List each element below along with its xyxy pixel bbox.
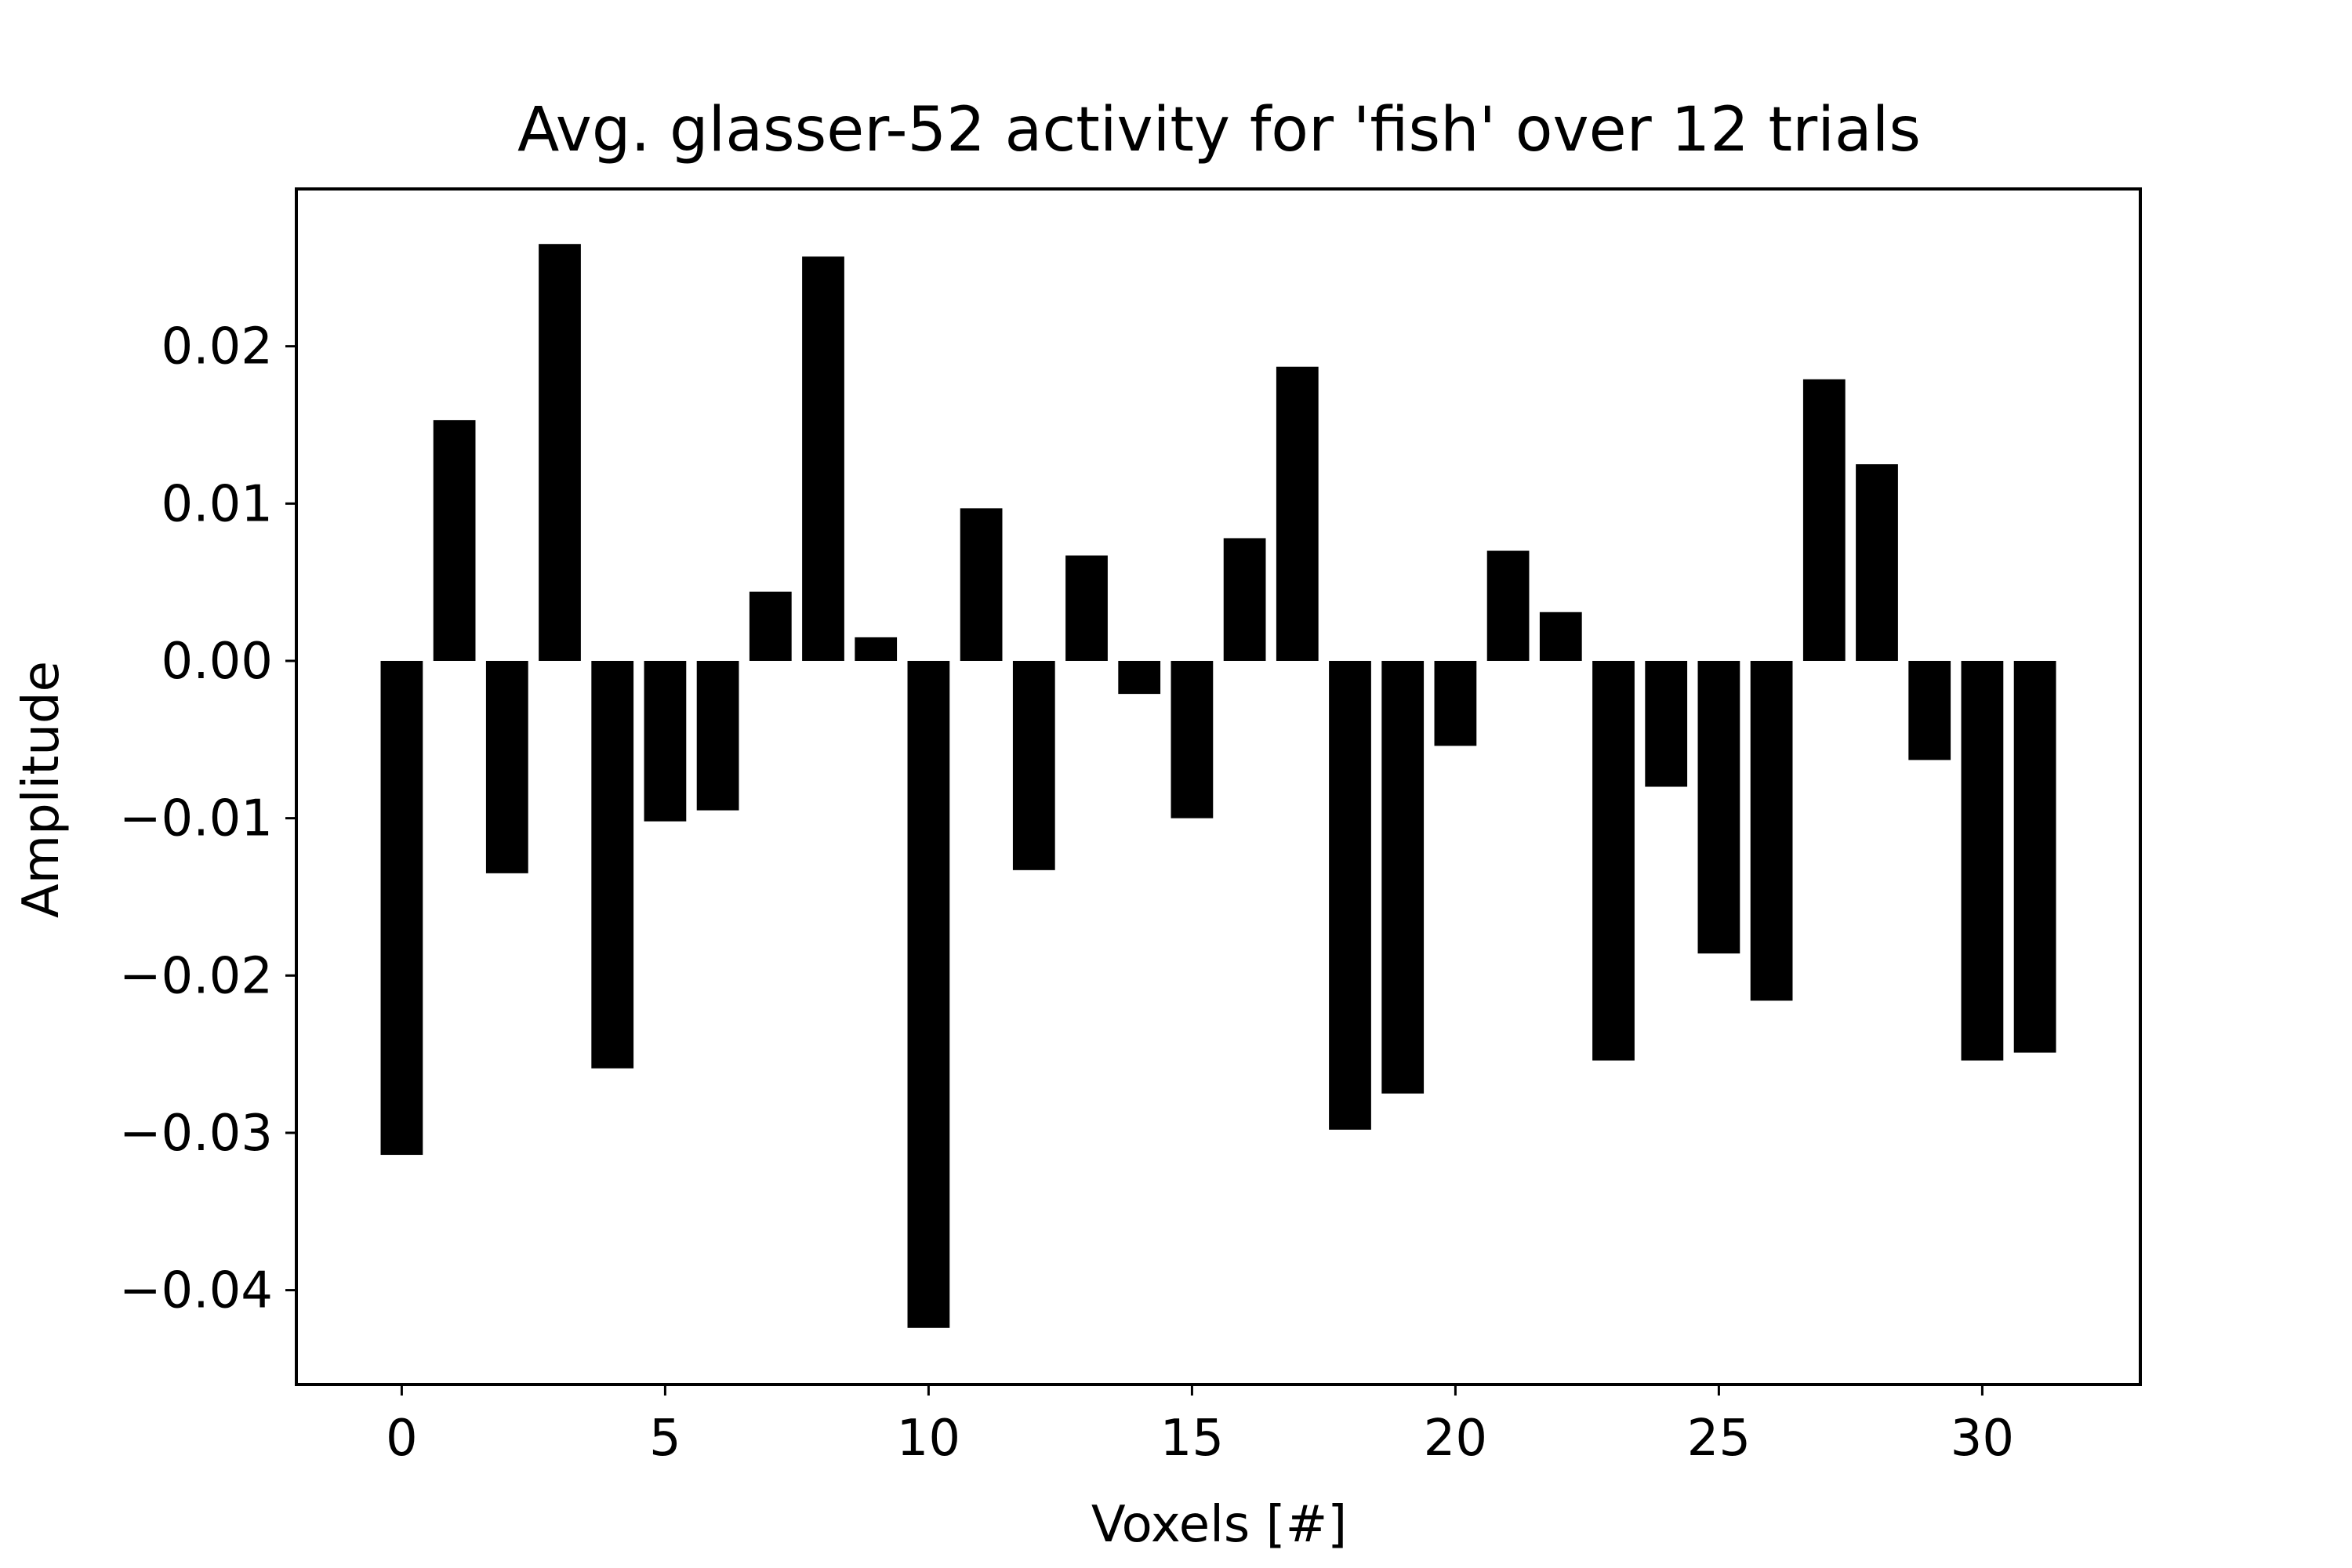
bar-voxel-27: [1802, 379, 1846, 661]
y-tick-label: 0.01: [162, 475, 274, 533]
bar-voxel-22: [1539, 612, 1582, 661]
bar-voxel-4: [591, 660, 634, 1069]
bar-voxel-5: [644, 660, 687, 822]
bar-voxel-17: [1276, 366, 1319, 661]
x-tick-label: 30: [1951, 1410, 2014, 1468]
x-tick-label: 10: [897, 1410, 960, 1468]
x-tick-label: 15: [1160, 1410, 1224, 1468]
y-axis-label: Amplitude: [13, 661, 71, 918]
y-tick-label: −0.02: [119, 947, 273, 1005]
bar-voxel-31: [2013, 660, 2056, 1053]
x-tick-label: 0: [386, 1410, 418, 1468]
bar-voxel-3: [539, 244, 581, 661]
bar-voxel-16: [1223, 538, 1266, 661]
bar-voxel-11: [960, 508, 1003, 661]
bar-voxel-15: [1171, 660, 1214, 818]
x-axis-label: Voxels [#]: [1091, 1496, 1347, 1554]
bar-voxel-14: [1118, 660, 1161, 695]
bar-voxel-23: [1592, 660, 1635, 1061]
y-tick-label: 0.02: [162, 318, 274, 376]
x-tick-label: 20: [1424, 1410, 1487, 1468]
x-tick-label: 25: [1687, 1410, 1751, 1468]
plot-frame: [295, 187, 2142, 1386]
bar-voxel-26: [1750, 660, 1793, 1001]
bar-voxel-6: [696, 660, 739, 811]
bar-voxel-0: [380, 660, 423, 1156]
bar-voxel-18: [1329, 660, 1371, 1130]
bar-voxel-9: [855, 637, 898, 661]
bar-voxel-1: [433, 419, 476, 661]
bar-voxel-20: [1434, 660, 1477, 746]
bar-voxel-2: [485, 660, 528, 873]
y-tick-label: −0.03: [119, 1105, 273, 1163]
bar-voxel-29: [1908, 660, 1951, 760]
bars-group: [380, 244, 2056, 1328]
bar-voxel-7: [749, 591, 792, 661]
bar-voxel-25: [1697, 660, 1740, 954]
bar-voxel-28: [1856, 464, 1898, 661]
x-tick-label: 5: [649, 1410, 681, 1468]
bar-voxel-13: [1065, 555, 1108, 661]
y-axis-ticks: 0.02 0.01 0.00 −0.01 −0.02 −0.03 −0.04: [119, 318, 296, 1320]
y-tick-label: −0.01: [119, 790, 273, 848]
bar-voxel-8: [802, 256, 844, 661]
bar-voxel-24: [1645, 660, 1688, 787]
bar-voxel-19: [1381, 660, 1425, 1094]
bar-voxel-12: [1012, 660, 1055, 870]
chart-title: Avg. glasser-52 activity for 'fish' over…: [517, 95, 1921, 165]
bar-voxel-10: [907, 660, 950, 1328]
x-axis-ticks: 0 5 10 15 20 25 30: [386, 1385, 2014, 1468]
y-tick-label: 0.00: [162, 633, 274, 691]
bar-voxel-30: [1961, 660, 2004, 1061]
bar-voxel-21: [1486, 550, 1530, 661]
y-tick-label: −0.04: [119, 1262, 273, 1320]
